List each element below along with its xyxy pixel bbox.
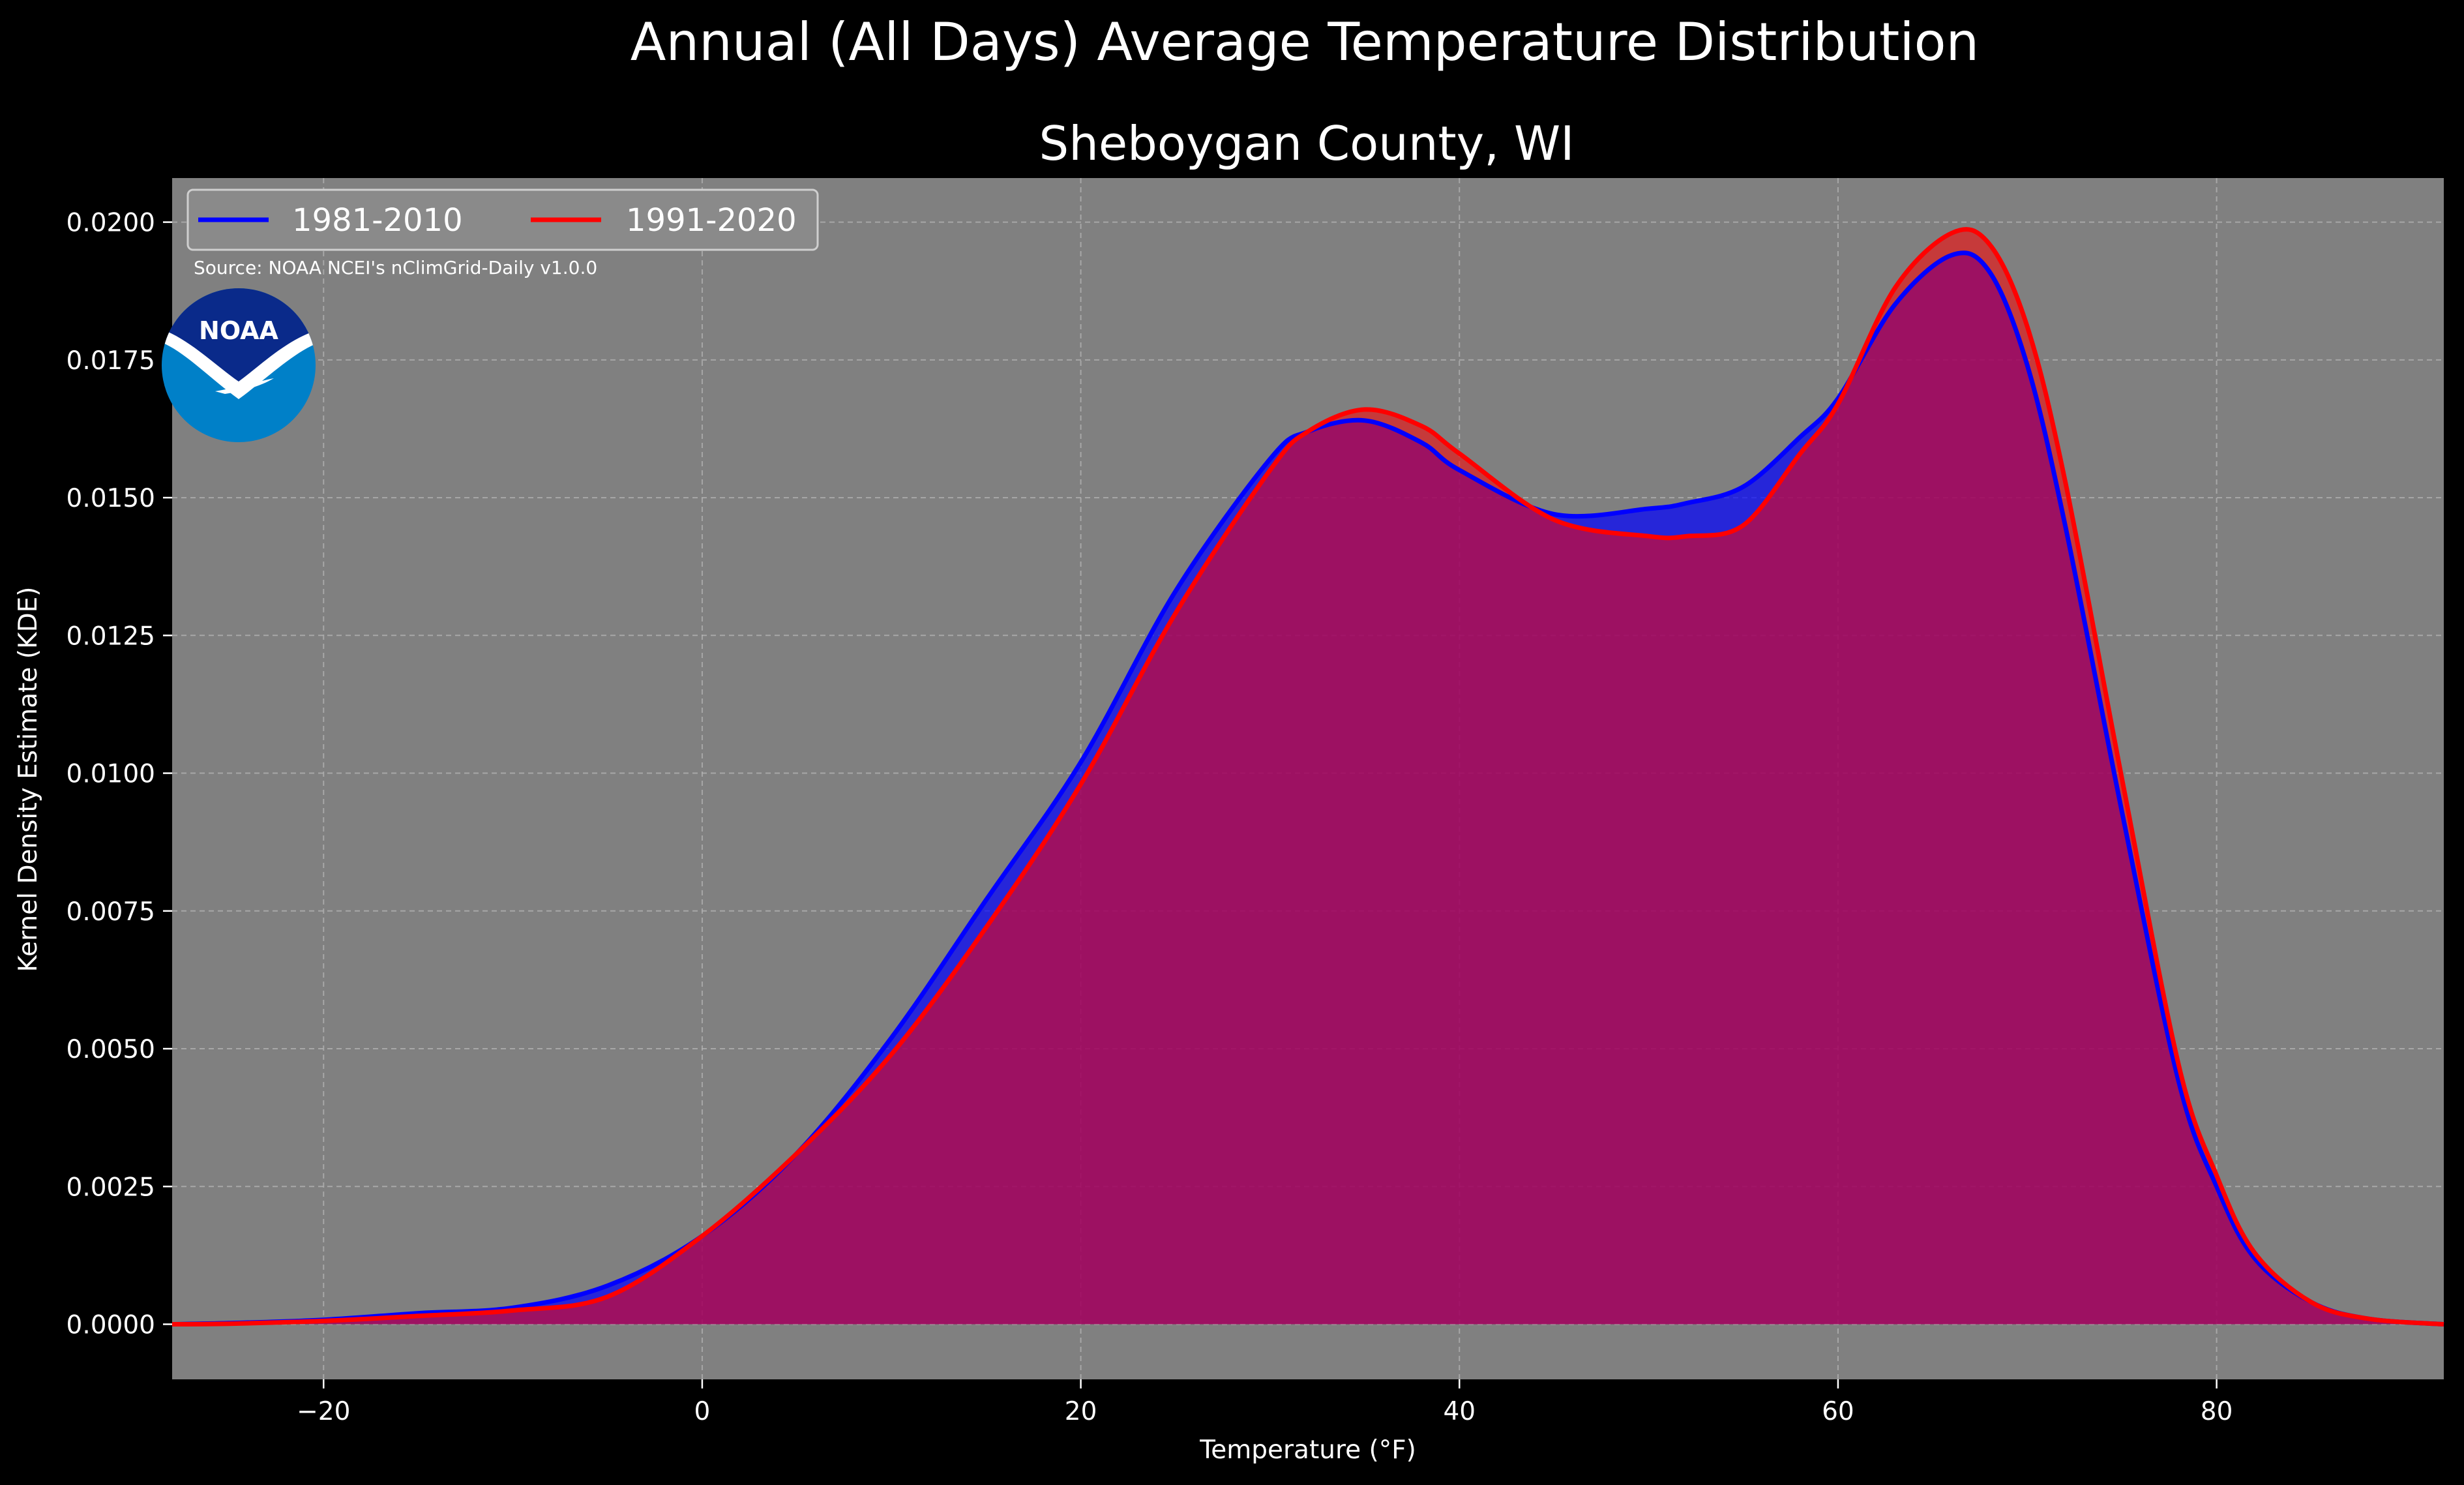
y-tick-label: 0.0050 [67,1035,155,1064]
noaa-logo-icon: NOAA [162,288,316,442]
y-tick-label: 0.0150 [67,484,155,513]
x-tick-label: 60 [1822,1397,1854,1426]
y-tick-label: 0.0175 [67,346,155,376]
series-line-1991-2020 [171,227,2444,1327]
legend-label-1981-2010: 1981-2010 [292,202,463,239]
series-layer [171,227,2444,1327]
legend-label-1991-2020: 1991-2020 [626,202,797,239]
x-tick-label: 0 [694,1397,711,1426]
chart-title: Annual (All Days) Average Temperature Di… [631,12,1979,72]
x-tick-label: 80 [2201,1397,2233,1426]
legend-box [186,188,819,251]
y-tick-label: 0.0200 [67,209,155,238]
x-tick-label: −20 [297,1397,350,1426]
area-fill-1991-2020 [172,229,2444,1325]
x-tick-label: 40 [1443,1397,1476,1426]
y-axis-label: Kernel Density Estimate (KDE) [14,587,43,972]
y-tick-label: 0.0000 [67,1311,155,1340]
y-tick-label: 0.0100 [67,760,155,789]
x-tick-label: 20 [1065,1397,1097,1426]
y-tick-label: 0.0125 [67,622,155,651]
legend: 1981-2010 1991-2020 [186,188,819,251]
x-axis-label: Temperature (°F) [1199,1435,1416,1465]
tick-layer: −20 0 20 40 60 80 0.0000 0.0025 0.0050 0.0075 0.01… [67,209,2233,1426]
noaa-logo-text: NOAA [199,316,278,345]
chart-subtitle: Sheboygan County, WI [1039,116,1575,171]
source-note: Source: NOAA NCEI's nClimGrid-Daily v1.0… [194,257,597,278]
y-tick-label: 0.0075 [67,897,155,927]
y-tick-label: 0.0025 [67,1173,155,1202]
